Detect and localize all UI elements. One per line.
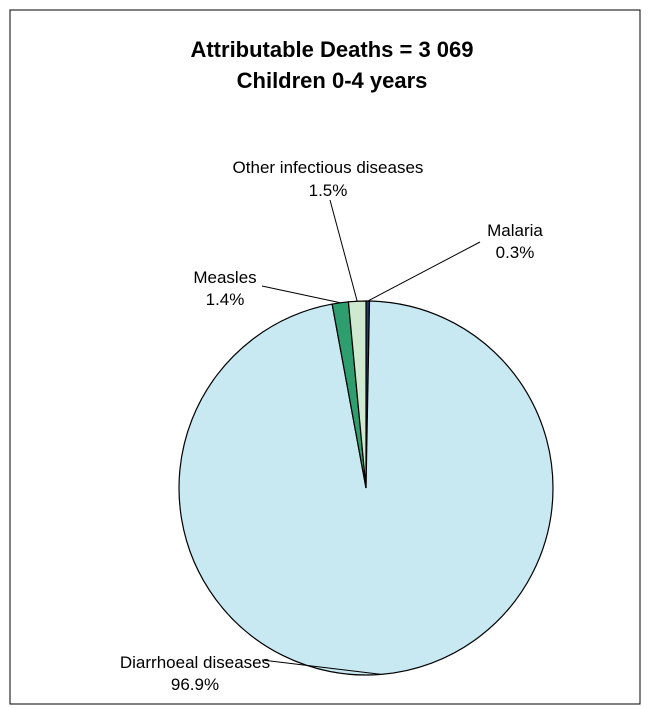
leader-diarrhoeal [261,659,382,675]
pie-slices [178,300,554,676]
leader-lines [261,199,481,675]
slice-label-malaria: Malaria [487,221,543,240]
leader-measles [261,285,341,304]
slice-value-malaria: 0.3% [496,243,535,262]
slice-label-measles: Measles [193,268,256,287]
leader-malaria [367,241,481,302]
slice-value-diarrhoeal: 96.9% [171,675,219,694]
slice-value-measles: 1.4% [206,290,245,309]
chart-subtitle: Children 0-4 years [237,68,428,93]
chart-title: Attributable Deaths = 3 069 [190,37,473,62]
leader-other-infectious [329,199,358,302]
slice-value-other-infectious: 1.5% [309,181,348,200]
slice-label-other-infectious: Other infectious diseases [233,158,424,177]
slice-label-diarrhoeal: Diarrhoeal diseases [120,653,270,672]
